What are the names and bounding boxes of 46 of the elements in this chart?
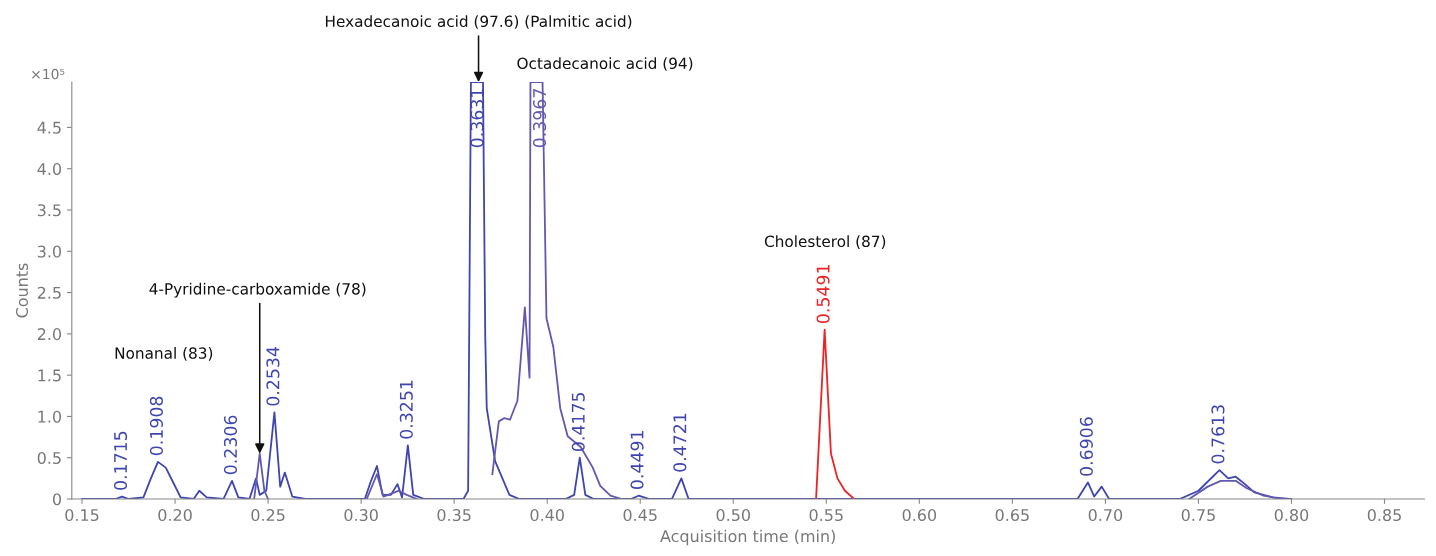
y-tick-label: 4.5 bbox=[37, 121, 61, 134]
y-tick-label: 0.5 bbox=[37, 451, 61, 465]
y-tick-label: 4.0 bbox=[37, 162, 62, 176]
annotation: 0.7613 bbox=[1211, 405, 1225, 464]
x-tick-label: 0.35 bbox=[437, 509, 471, 522]
annotation: 0.3967 bbox=[532, 89, 547, 148]
x-tick-label: 0.75 bbox=[1181, 509, 1215, 522]
x-tick-label: 0.45 bbox=[623, 509, 657, 522]
x-tick-label: 0.50 bbox=[716, 509, 750, 522]
annotation: 4-Pyridine-carboxamide (78) bbox=[149, 282, 366, 298]
annotation: 0.4491 bbox=[630, 431, 644, 490]
annotation: Cholesterol (87) bbox=[764, 235, 886, 249]
y-axis-title: Counts bbox=[15, 263, 29, 318]
y-tick-label: 1.5 bbox=[38, 369, 61, 382]
x-tick-label: 0.30 bbox=[344, 509, 378, 522]
annotation: 0.1908 bbox=[149, 396, 163, 456]
y-tick-label: 3.0 bbox=[37, 245, 62, 258]
x-tick-label: 0.85 bbox=[1367, 509, 1401, 522]
annotation: Octadecanoic acid (94) bbox=[517, 57, 693, 71]
annotation: 0.3631 bbox=[470, 89, 484, 148]
annotation: 0.2306 bbox=[223, 415, 238, 475]
y-tick-label: 3.5 bbox=[37, 204, 61, 217]
x-tick-label: 0.15 bbox=[65, 509, 99, 522]
y-tick-label: 1.0 bbox=[38, 410, 62, 423]
annotation: Nonanal (83) bbox=[115, 347, 213, 361]
annotation: Hexadecanoic acid (97.6) (Palmitic acid) bbox=[325, 15, 632, 29]
x-tick-label: 0.60 bbox=[902, 509, 937, 522]
x-tick-label: 0.80 bbox=[1274, 509, 1309, 522]
annotation: 0.4721 bbox=[673, 413, 687, 472]
annotation: 0.6906 bbox=[1079, 417, 1093, 476]
x-tick-label: 0.65 bbox=[995, 509, 1029, 522]
y-tick-label: 2.0 bbox=[37, 328, 62, 341]
annotation: 0.4175 bbox=[571, 392, 585, 452]
annotation: 0.2534 bbox=[266, 346, 280, 406]
y-tick-label: 0 bbox=[52, 493, 62, 506]
annotation: 0.3251 bbox=[399, 380, 413, 439]
y-tick-label: 2.5 bbox=[37, 286, 61, 299]
text: ×10⁵ bbox=[32, 68, 65, 80]
x-tick-label: 0.25 bbox=[251, 509, 285, 522]
x-tick-label: 0.40 bbox=[530, 509, 564, 522]
x-tick-label: 0.55 bbox=[809, 509, 843, 522]
x-tick-label: 0.20 bbox=[158, 509, 192, 522]
x-axis-title: Acquisition time (min) bbox=[660, 529, 835, 546]
annotation: 0.1715 bbox=[113, 431, 128, 490]
x-tick-label: 0.70 bbox=[1088, 509, 1123, 522]
annotation: 0.5491 bbox=[816, 265, 830, 324]
